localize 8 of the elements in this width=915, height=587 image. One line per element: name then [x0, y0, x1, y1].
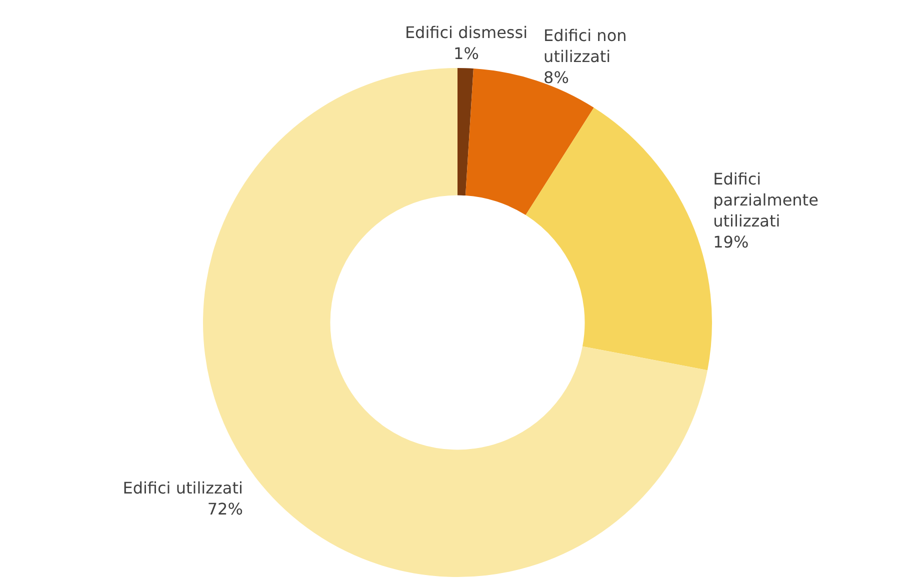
data-label: 8% [544, 68, 569, 87]
slice-label: Edifici non utilizzati [544, 26, 627, 66]
data-label: 1% [454, 44, 479, 63]
data-label: 19% [713, 232, 749, 252]
slice-label: Edifici utilizzati [122, 478, 243, 498]
slice-label: Edifici parzialmente utilizzati [713, 170, 818, 231]
data-label: 72% [207, 500, 243, 519]
slice-label: Edifici dismessi [404, 22, 528, 42]
